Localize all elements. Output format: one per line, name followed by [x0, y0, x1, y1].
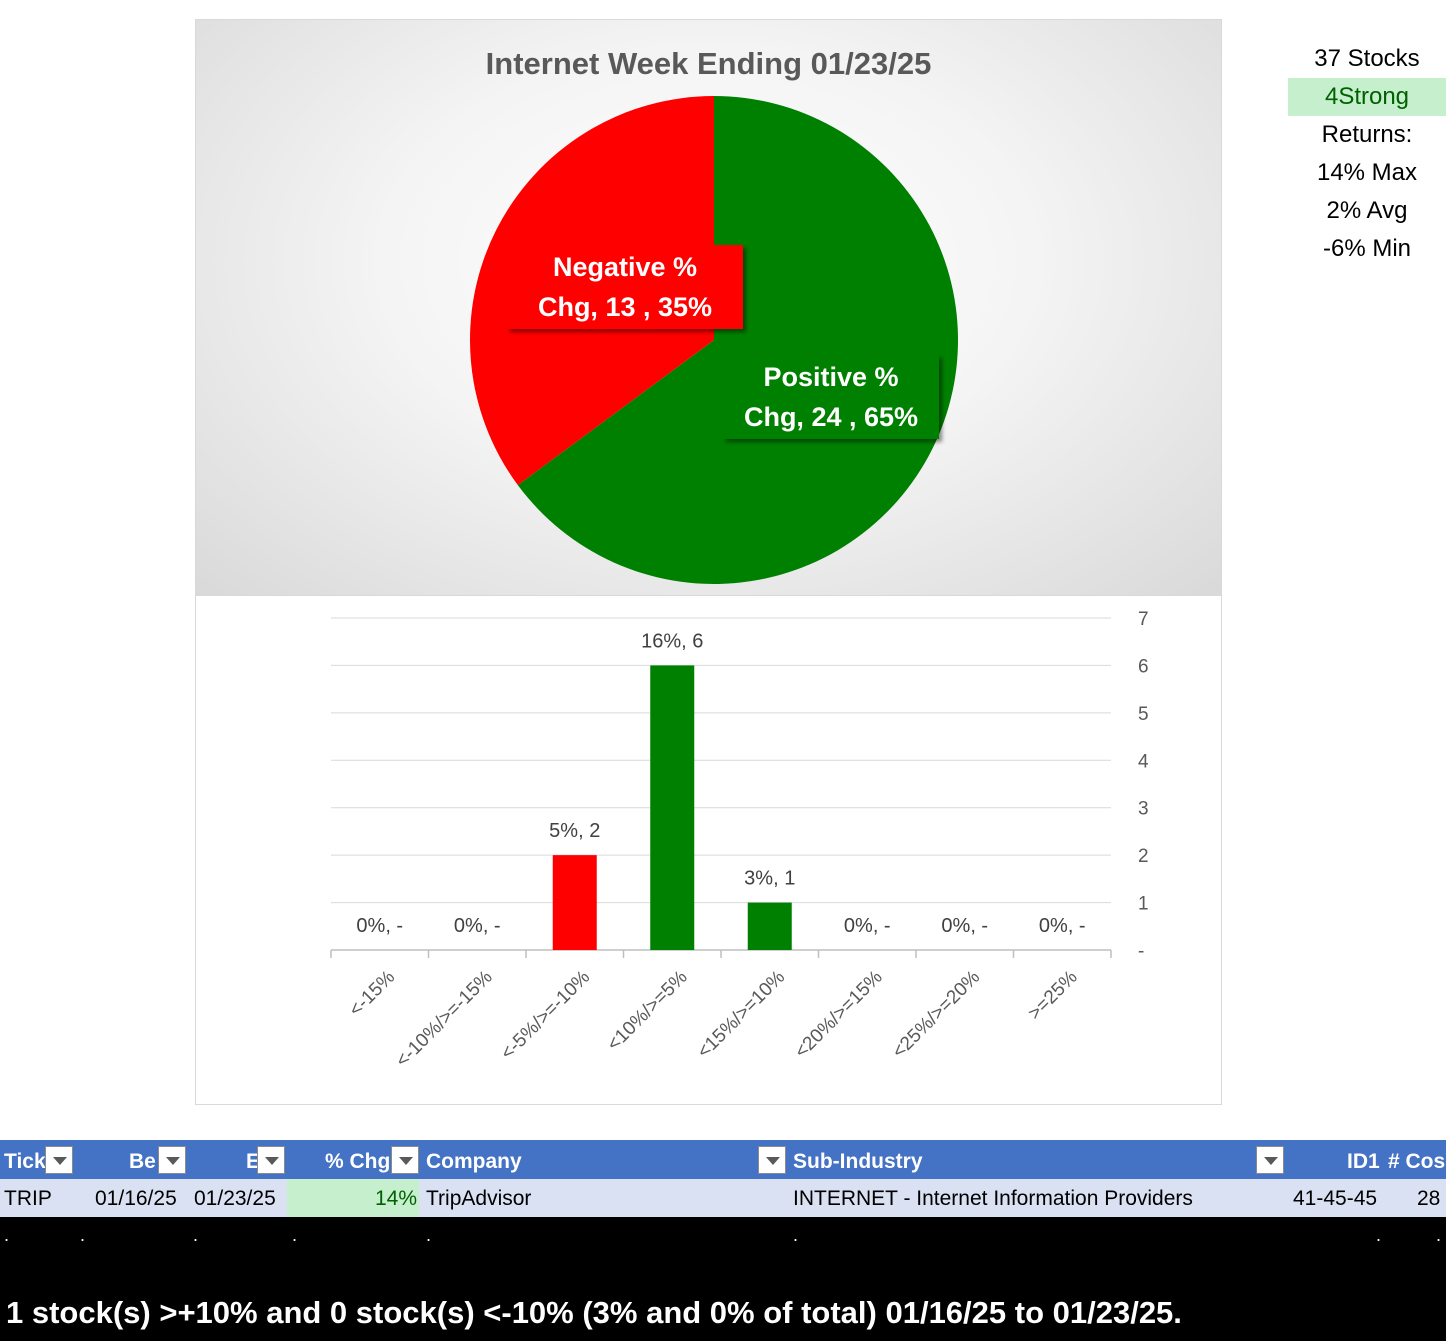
- bar-data-label: 0%, -: [1039, 915, 1086, 937]
- returns-min: -6% Min: [1322, 235, 1412, 262]
- header-id1: ID1: [1347, 1150, 1380, 1173]
- returns-label: Returns:: [1321, 121, 1413, 148]
- bar-data-label: 0%, -: [941, 915, 988, 937]
- dot: .: [1436, 1225, 1442, 1245]
- bar-chart-panel: - 1 2 3 4 5 6 7 0%, - <-15% 0%, - <-10%/>=-15% 5%, 2…: [195, 596, 1222, 1105]
- returns-avg: 2% Avg: [1326, 197, 1408, 224]
- filter-dropdown-icon[interactable]: [45, 1146, 73, 1174]
- cell-num-cos: 28: [1417, 1187, 1441, 1210]
- header-pct-chg: % Chg: [325, 1150, 391, 1173]
- x-category-label: <10%/>=5%: [603, 967, 692, 1056]
- y-tick-label: 4: [1138, 751, 1149, 772]
- strong-count: 4Strong: [1288, 78, 1446, 116]
- bar-data-label: 16%, 6: [641, 630, 703, 652]
- bar: [552, 855, 597, 950]
- pie-chart-title: Internet Week Ending 01/23/25: [485, 46, 932, 81]
- header-end: E: [246, 1150, 261, 1173]
- x-category-label: >=25%: [1024, 967, 1082, 1025]
- header-num-cos: # Cos: [1388, 1150, 1446, 1173]
- bar: [650, 665, 695, 950]
- dot: .: [193, 1225, 199, 1245]
- y-tick-label: 2: [1138, 846, 1149, 867]
- dot: .: [793, 1225, 799, 1245]
- bar-data-label: 0%, -: [454, 915, 501, 937]
- y-tick-label: -: [1138, 941, 1144, 962]
- y-tick-label: 7: [1138, 609, 1149, 630]
- header-ticker: Tick: [4, 1150, 46, 1173]
- positive-label-line2: Chg, 24 , 65%: [743, 402, 919, 432]
- header-begin: Be: [129, 1150, 156, 1173]
- negative-label-line1: Negative %: [552, 252, 698, 282]
- cell-begin: 01/16/25: [95, 1187, 177, 1210]
- returns-max: 14% Max: [1316, 159, 1418, 186]
- filter-dropdown-icon[interactable]: [158, 1146, 186, 1174]
- stats-panel: 37 Stocks 4Strong Returns: 14% Max 2% Av…: [1288, 40, 1446, 268]
- y-tick-label: 5: [1138, 704, 1149, 725]
- x-category-label: <20%/>=15%: [791, 967, 887, 1063]
- x-category-label: <-10%/>=-15%: [392, 967, 497, 1072]
- positive-label-line1: Positive %: [763, 362, 899, 392]
- bar-data-label: 0%, -: [356, 915, 403, 937]
- cell-sub-industry: INTERNET - Internet Information Provider…: [793, 1187, 1193, 1210]
- filter-dropdown-icon[interactable]: [758, 1146, 786, 1174]
- negative-slice-label: Negative % Chg, 13 , 35%: [507, 245, 743, 329]
- summary-text: 1 stock(s) >+10% and 0 stock(s) <-10% (3…: [6, 1295, 1182, 1330]
- table-row[interactable]: TRIP 01/16/25 01/23/25 14% TripAdvisor I…: [0, 1179, 1446, 1217]
- bar-data-label: 3%, 1: [744, 868, 795, 890]
- cell-pct-chg: 14%: [287, 1179, 419, 1217]
- header-company: Company: [426, 1150, 522, 1173]
- stocks-count: 37 Stocks: [1314, 45, 1420, 72]
- x-category-label: <25%/>=20%: [888, 967, 984, 1063]
- summary-band: . . . . . . . . 1 stock(s) >+10% and 0 s…: [0, 1217, 1446, 1341]
- cell-id1: 41-45-45: [1293, 1187, 1378, 1210]
- y-tick-label: 3: [1138, 799, 1149, 820]
- filter-dropdown-icon[interactable]: [1256, 1146, 1284, 1174]
- bar-chart: - 1 2 3 4 5 6 7 0%, - <-15% 0%, - <-10%/>=-15% 5%, 2…: [330, 609, 1149, 1072]
- cell-ticker: TRIP: [4, 1187, 52, 1210]
- filter-dropdown-icon[interactable]: [257, 1146, 285, 1174]
- dot: .: [4, 1225, 10, 1245]
- pie-chart-panel: Internet Week Ending 01/23/25 Negative %…: [195, 19, 1222, 596]
- pie-slice-positive: [517, 96, 958, 584]
- x-category-label: <15%/>=10%: [693, 967, 789, 1063]
- bar-data-label: 5%, 2: [549, 820, 600, 842]
- y-tick-label: 1: [1138, 894, 1149, 915]
- y-tick-label: 6: [1138, 656, 1149, 677]
- dot: .: [1376, 1225, 1382, 1245]
- dot: .: [80, 1225, 86, 1245]
- header-sub-industry: Sub-Industry: [793, 1150, 923, 1173]
- negative-label-line2: Chg, 13 , 35%: [537, 292, 713, 322]
- dot: .: [426, 1225, 432, 1245]
- x-category-label: <-5%/>=-10%: [497, 967, 594, 1064]
- cell-end: 01/23/25: [194, 1187, 276, 1210]
- cell-company: TripAdvisor: [426, 1187, 532, 1210]
- x-category-label: <-15%: [345, 967, 399, 1021]
- positive-slice-label: Positive % Chg, 24 , 65%: [723, 355, 939, 439]
- dot: .: [292, 1225, 298, 1245]
- bar-data-label: 0%, -: [844, 915, 891, 937]
- filter-dropdown-icon[interactable]: [391, 1146, 419, 1174]
- table-header: Tick Be E % Chg Company Sub-Industry ID1…: [0, 1140, 1446, 1179]
- bar: [747, 902, 792, 950]
